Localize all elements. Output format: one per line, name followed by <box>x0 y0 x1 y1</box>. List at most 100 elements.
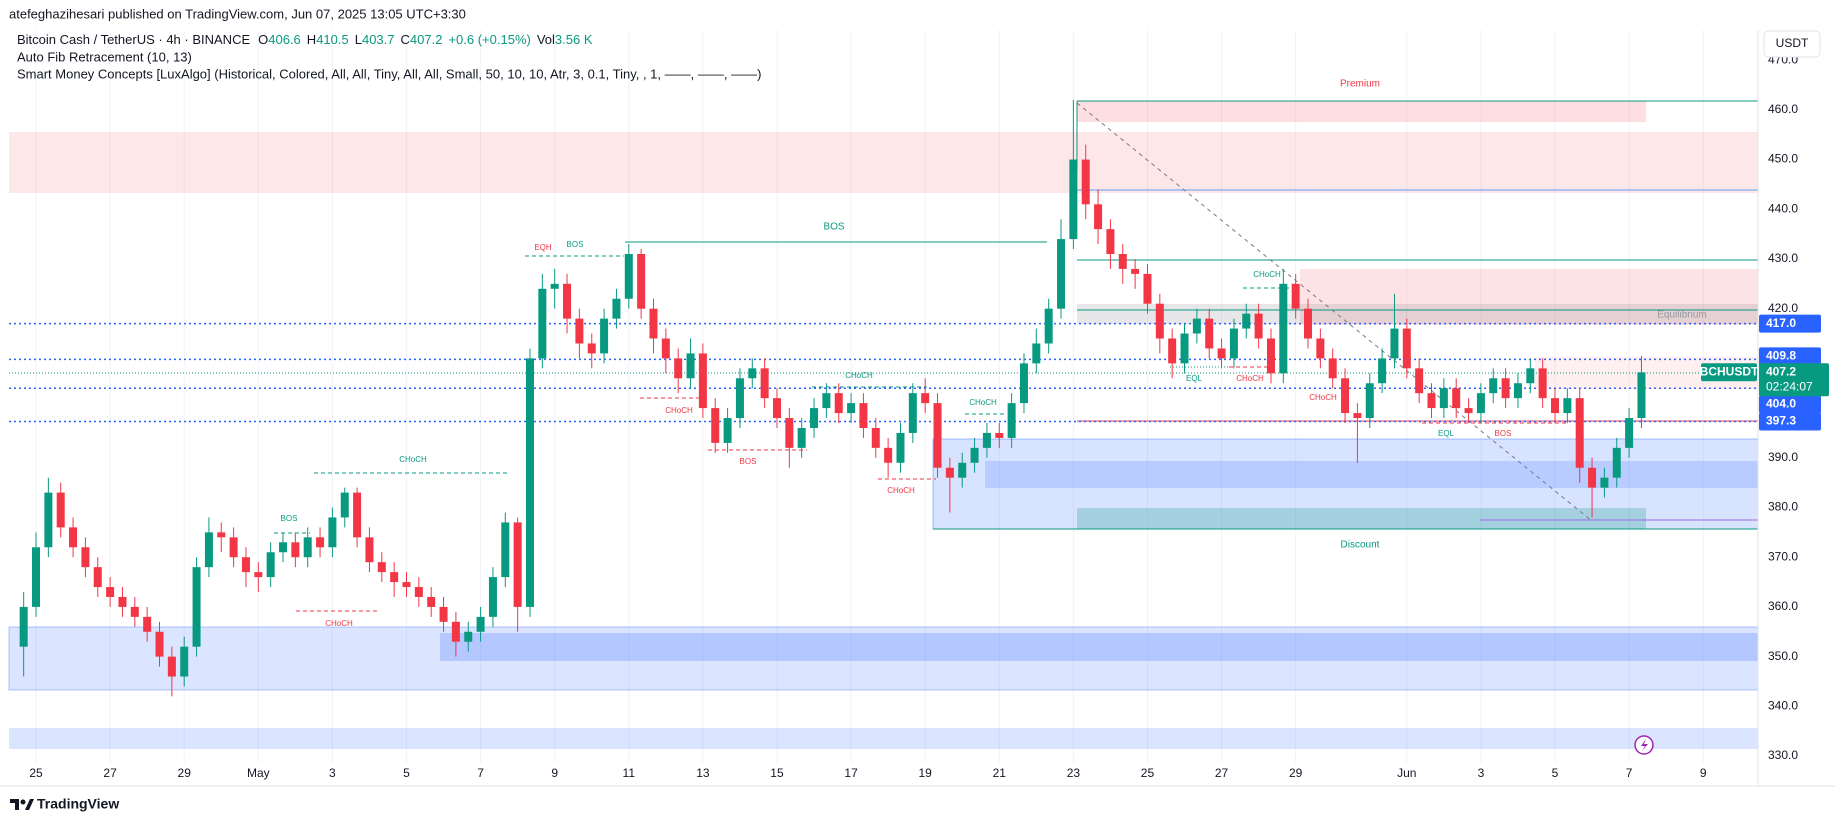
candle-body <box>254 572 263 578</box>
supply-zone <box>9 132 1758 193</box>
candle-body <box>69 527 78 548</box>
structure-label: CHoCH <box>969 398 997 407</box>
y-tick-label: 350.0 <box>1768 649 1798 663</box>
candle-body <box>1019 363 1028 404</box>
y-tick-label: 360.0 <box>1768 599 1798 613</box>
candle-body <box>1402 328 1411 369</box>
last-price-tag <box>1759 363 1829 397</box>
o-label: O <box>258 32 268 47</box>
candle-body <box>1094 204 1103 230</box>
indicator: Smart Money Concepts [LuxAlgo] (Historic… <box>17 66 761 81</box>
candle-body <box>390 572 399 583</box>
x-tick-label: 19 <box>918 766 932 780</box>
candle-body <box>476 616 485 632</box>
candle-body <box>958 462 967 478</box>
candle-body <box>501 522 510 578</box>
x-tick-label: 9 <box>1700 766 1707 780</box>
candle-body <box>538 288 547 359</box>
price-tag <box>1759 314 1821 333</box>
candle-body <box>970 447 979 463</box>
symbol-tag <box>1701 363 1757 382</box>
candle-body <box>1168 338 1177 364</box>
x-tick-label: 29 <box>178 766 192 780</box>
c-value: 407.2 <box>410 32 443 47</box>
vol-value: 3.56 K <box>555 32 593 47</box>
h-label: H <box>307 32 316 47</box>
x-tick-label: May <box>247 766 270 780</box>
candle-body <box>896 432 905 463</box>
indicator: Auto Fib Retracement (10, 13) <box>17 49 192 64</box>
symbol-tag-label: BCHUSDT <box>1700 364 1759 378</box>
candle-body <box>1106 229 1115 255</box>
annotations: Premium Discount Equilibrium BOS EQH BOS… <box>281 79 1707 628</box>
candle-body <box>143 616 152 632</box>
candle-body <box>525 358 534 607</box>
x-tick-label: 27 <box>103 766 117 780</box>
candle-body <box>1069 159 1078 240</box>
y-tick-label: 440.0 <box>1768 201 1798 215</box>
candle-body <box>1279 283 1288 374</box>
candle-body <box>810 408 819 428</box>
y-tick-label: 370.0 <box>1768 549 1798 563</box>
candle-body <box>1180 333 1189 364</box>
candle-body <box>847 403 856 414</box>
supply-zone <box>1300 269 1758 325</box>
candle-body <box>1044 308 1053 344</box>
candle-body <box>1007 403 1016 438</box>
candle-body <box>834 393 843 414</box>
vol-label: Vol <box>537 32 555 47</box>
candle-body <box>81 547 90 568</box>
candle-body <box>760 368 769 399</box>
x-tick-label: 7 <box>1626 766 1633 780</box>
publisher: atefeghazihesari published on TradingVie… <box>9 6 466 21</box>
price-tag <box>1759 347 1821 366</box>
candle-body <box>1266 338 1275 374</box>
candle-body <box>945 467 954 478</box>
axes: 330.0340.0350.0360.0370.0380.0390.0400.0… <box>29 52 1798 780</box>
price-tags: 417.0 409.8 404.0 397.3 407.202:24:07 BCHUSDT <box>1700 314 1829 431</box>
candle-body <box>748 368 757 379</box>
x-tick-label: 15 <box>770 766 784 780</box>
structure-label: BOS <box>740 457 757 466</box>
logo-part <box>25 799 34 810</box>
currency[interactable]: USDT <box>1776 36 1809 50</box>
x-tick-label: 27 <box>1215 766 1229 780</box>
candle-body <box>674 358 683 379</box>
countdown: 02:24:07 <box>1766 379 1813 393</box>
logo-part <box>10 799 19 810</box>
structure-label: BOS <box>281 514 298 523</box>
x-tick-label: 9 <box>551 766 558 780</box>
currency-button[interactable] <box>1763 30 1821 58</box>
equilibrium-zone <box>1077 304 1758 324</box>
zone-label: Equilibrium <box>1657 310 1706 321</box>
candle-body <box>711 408 720 443</box>
x-tick-label: 5 <box>403 766 410 780</box>
candle-body <box>241 557 250 573</box>
l-value: 403.7 <box>362 32 395 47</box>
x-tick-label: 29 <box>1289 766 1303 780</box>
candle-body <box>414 587 423 597</box>
candle-body <box>1588 467 1597 488</box>
y-tick-label: 450.0 <box>1768 152 1798 166</box>
alert-icon-bolt <box>1641 739 1648 751</box>
candle-body <box>1625 418 1634 448</box>
candle-body <box>1081 159 1090 205</box>
price-tag-label: 409.8 <box>1766 349 1796 363</box>
price-tag-label: 397.3 <box>1766 414 1796 428</box>
price-lines <box>9 322 1758 423</box>
time-axis-bg <box>0 763 1835 786</box>
fib-trend-line <box>1076 102 1593 522</box>
candle-body <box>612 298 621 319</box>
candle-body <box>353 492 362 538</box>
candle-body <box>884 447 893 463</box>
structure-label: CHoCH <box>887 486 915 495</box>
candle-body <box>723 418 732 443</box>
candle-body <box>1353 413 1362 419</box>
y-tick-label: 430.0 <box>1768 251 1798 265</box>
candle-body <box>56 492 65 528</box>
candle-body <box>1452 388 1461 409</box>
symbol: Bitcoin Cash / TetherUS · 4h · BINANCE <box>17 32 250 47</box>
structure-label: CHoCH <box>399 455 427 464</box>
candle-body <box>921 393 930 404</box>
